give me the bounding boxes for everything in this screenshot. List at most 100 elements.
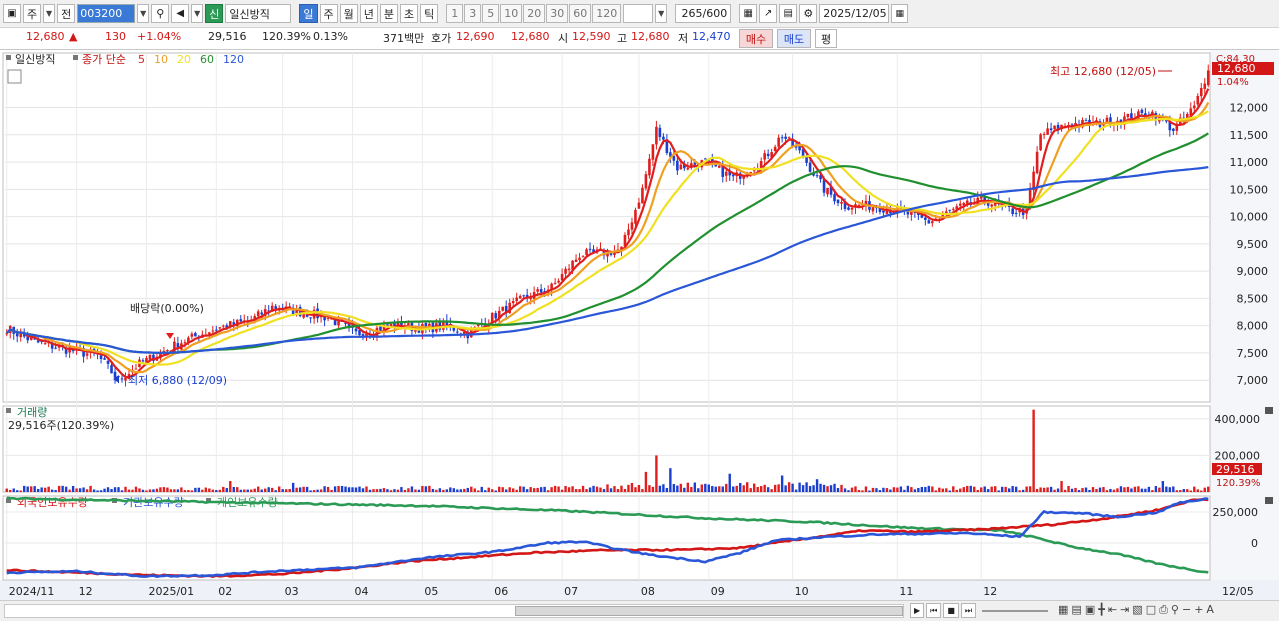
crosshair-icon[interactable]: ╋ [1098,603,1105,616]
date-tick-label: 12 [983,585,997,598]
date-tick-label: 12 [79,585,93,598]
volume-bar [938,487,941,492]
candle-type-icon[interactable]: ▦ [739,4,758,23]
price-tick-label: 11,500 [1230,129,1269,142]
indicator-icon[interactable]: ↗ [759,4,778,23]
volume-bar [602,489,606,492]
volume-bar [1168,487,1172,492]
grid-icon[interactable]: ▦ [1058,603,1069,616]
table-icon[interactable]: ▣ [1084,603,1096,616]
volume-bar [892,487,896,492]
period-button-6[interactable]: 틱 [420,4,439,23]
window-icon[interactable]: ▣ [3,4,21,23]
period-button-1[interactable]: 주 [319,4,338,23]
count-field[interactable]: 265/600 [675,4,732,23]
candle-body [379,326,382,331]
interval-button-6[interactable]: 60 [569,4,592,23]
code-dropdown-icon[interactable]: ▼ [137,4,150,23]
font-size-icon[interactable]: A [1206,603,1214,616]
interval-button-3[interactable]: 10 [500,4,523,23]
volume-bar [253,488,256,492]
save-icon[interactable]: ▤ [779,4,798,23]
minus-icon[interactable]: − [1181,603,1192,616]
stock-chart[interactable]: 7,000 7,500 8,000 8,500 9,000 9,500 10,000 10,5… [0,50,1279,600]
period-button-0[interactable]: 일 [299,4,318,23]
candle-body [717,165,721,168]
candle-body [1035,151,1039,174]
volume-bar [498,486,501,492]
volume-bar [648,485,651,492]
volume-bar [627,484,630,492]
volume-bar [1060,481,1063,492]
restore-icon[interactable]: □ [1145,603,1157,616]
period-dropdown-icon[interactable]: ▼ [43,4,56,23]
volume-bar [641,489,644,492]
volume-bar [766,487,770,492]
period-button-4[interactable]: 분 [379,4,398,23]
interval-custom-field[interactable] [623,4,654,23]
candle-body [1084,120,1088,122]
candle-body [630,222,634,230]
eval-button[interactable]: 평 [815,29,837,48]
volume-bar [536,487,539,492]
candle-body [333,318,337,326]
price-tick-label: 9,500 [1237,238,1269,251]
candle-body [1056,124,1060,131]
volume-bar [843,488,847,492]
interval-button-0[interactable]: 1 [446,4,464,23]
layout-icon[interactable]: ▧ [1132,603,1143,616]
interval-button-5[interactable]: 30 [546,4,569,23]
buy-button[interactable]: 매수 [739,29,773,48]
gear-icon[interactable]: ⚙ [799,4,818,23]
speaker-icon[interactable]: ◀ [171,4,190,23]
rewind-icon[interactable]: ⏮ [926,603,942,618]
chart-scrollbar[interactable] [4,604,904,618]
stock-code-input[interactable]: 003200 [77,4,136,23]
sell-button[interactable]: 매도 [777,29,811,48]
candle-body [501,306,505,311]
forward-icon[interactable]: ⏭ [960,603,977,618]
volume-bar [89,485,92,492]
print-icon[interactable]: ⎙ [1159,603,1168,616]
prev-button[interactable]: 전 [57,4,76,23]
zoom-out-icon[interactable]: ⇤ [1107,603,1118,616]
chart-scroll-thumb[interactable] [515,606,903,616]
volume-bar [686,482,690,492]
interval-button-2[interactable]: 5 [482,4,500,23]
volume-bar [749,488,752,492]
volume-bar [222,486,225,492]
legend-square-icon [206,498,211,503]
magnifier-icon[interactable]: ⚲ [1170,603,1179,616]
volume-bar [836,488,840,492]
candle-body [208,332,211,335]
candle-body [906,211,910,215]
interval-button-1[interactable]: 3 [464,4,482,23]
candle-body [106,360,110,364]
candle-body [1105,117,1109,123]
search-icon[interactable]: ⚲ [151,4,170,23]
stop-icon[interactable]: ■ [943,603,959,618]
plus-icon[interactable]: + [1194,603,1204,616]
volume-bar [987,489,990,492]
interval-button-7[interactable]: 120 [592,4,622,23]
volume-bar [215,490,218,492]
period-select[interactable]: 주 [23,4,42,23]
volume-bar [1004,486,1007,492]
zoom-in-icon[interactable]: ⇥ [1120,603,1130,616]
stock-name-field[interactable]: 일신방직 [225,4,292,23]
speed-slider[interactable] [982,610,1048,612]
volume-bar [1081,488,1084,492]
period-button-2[interactable]: 월 [339,4,358,23]
volume-bar [728,473,731,492]
date-field[interactable]: 2025/12/05 [819,4,890,23]
volume-bar [990,486,993,492]
calendar-icon[interactable]: ▦ [891,4,909,23]
interval-button-4[interactable]: 20 [523,4,546,23]
interval-dropdown-icon[interactable]: ▼ [655,4,668,23]
period-button-3[interactable]: 년 [359,4,378,23]
volume-bar [522,486,525,492]
copy-icon[interactable]: ▤ [1071,603,1082,616]
play-icon[interactable]: ▶ [910,603,925,618]
speaker-dropdown-icon[interactable]: ▼ [191,4,204,23]
period-button-5[interactable]: 초 [400,4,419,23]
